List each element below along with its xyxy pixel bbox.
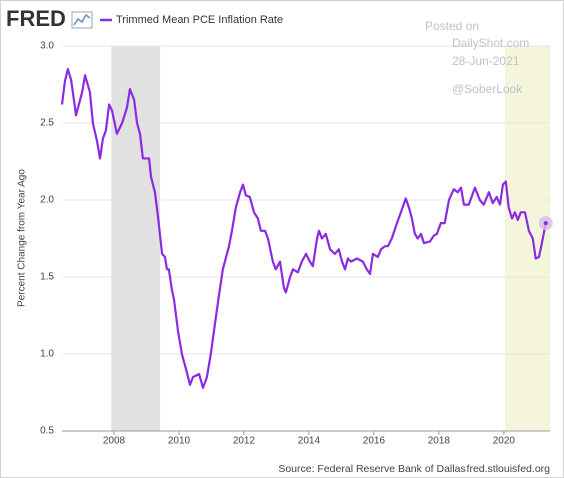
watermark: DailyShot.com (452, 36, 529, 50)
shading (111, 46, 161, 431)
line (60, 68, 547, 389)
source: Source: Federal Reserve Bank of Dallas (278, 463, 465, 475)
y-tick-label: 2.0 (40, 195, 54, 206)
x-tick-label: 2010 (168, 436, 191, 447)
legend-label: Trimmed Mean PCE Inflation Rate (116, 14, 283, 26)
y-tick-label: 1.0 (40, 349, 54, 360)
y-tick-label: 2.5 (40, 118, 54, 129)
y-tick-label: 1.5 (40, 272, 54, 283)
x-tick-label: 2014 (298, 436, 321, 447)
logo-icon (71, 11, 93, 29)
y-tick-label: 3.0 (40, 41, 54, 52)
y-axis-label: Percent Change from Year Ago (17, 169, 28, 307)
logo: FRED (6, 6, 66, 31)
x-tick-label: 2008 (103, 436, 126, 447)
watermark: @SoberLook (452, 82, 523, 96)
watermark: 28-Jun-2021 (452, 54, 520, 68)
last-point-dot (543, 221, 548, 226)
x-tick-label: 2018 (428, 436, 451, 447)
x-tick-label: 2012 (233, 436, 256, 447)
x-tick-label: 2016 (363, 436, 386, 447)
plot: 0.5 1.0 1.5 2.0 2.5 3.0 2008 2010 2012 2014 2016 20… (40, 41, 553, 447)
y-tick-label: 0.5 (40, 426, 54, 437)
watermark: Posted on (425, 19, 479, 33)
x-tick-label: 2020 (493, 436, 516, 447)
site: fred.stlouisfed.org (467, 463, 551, 475)
